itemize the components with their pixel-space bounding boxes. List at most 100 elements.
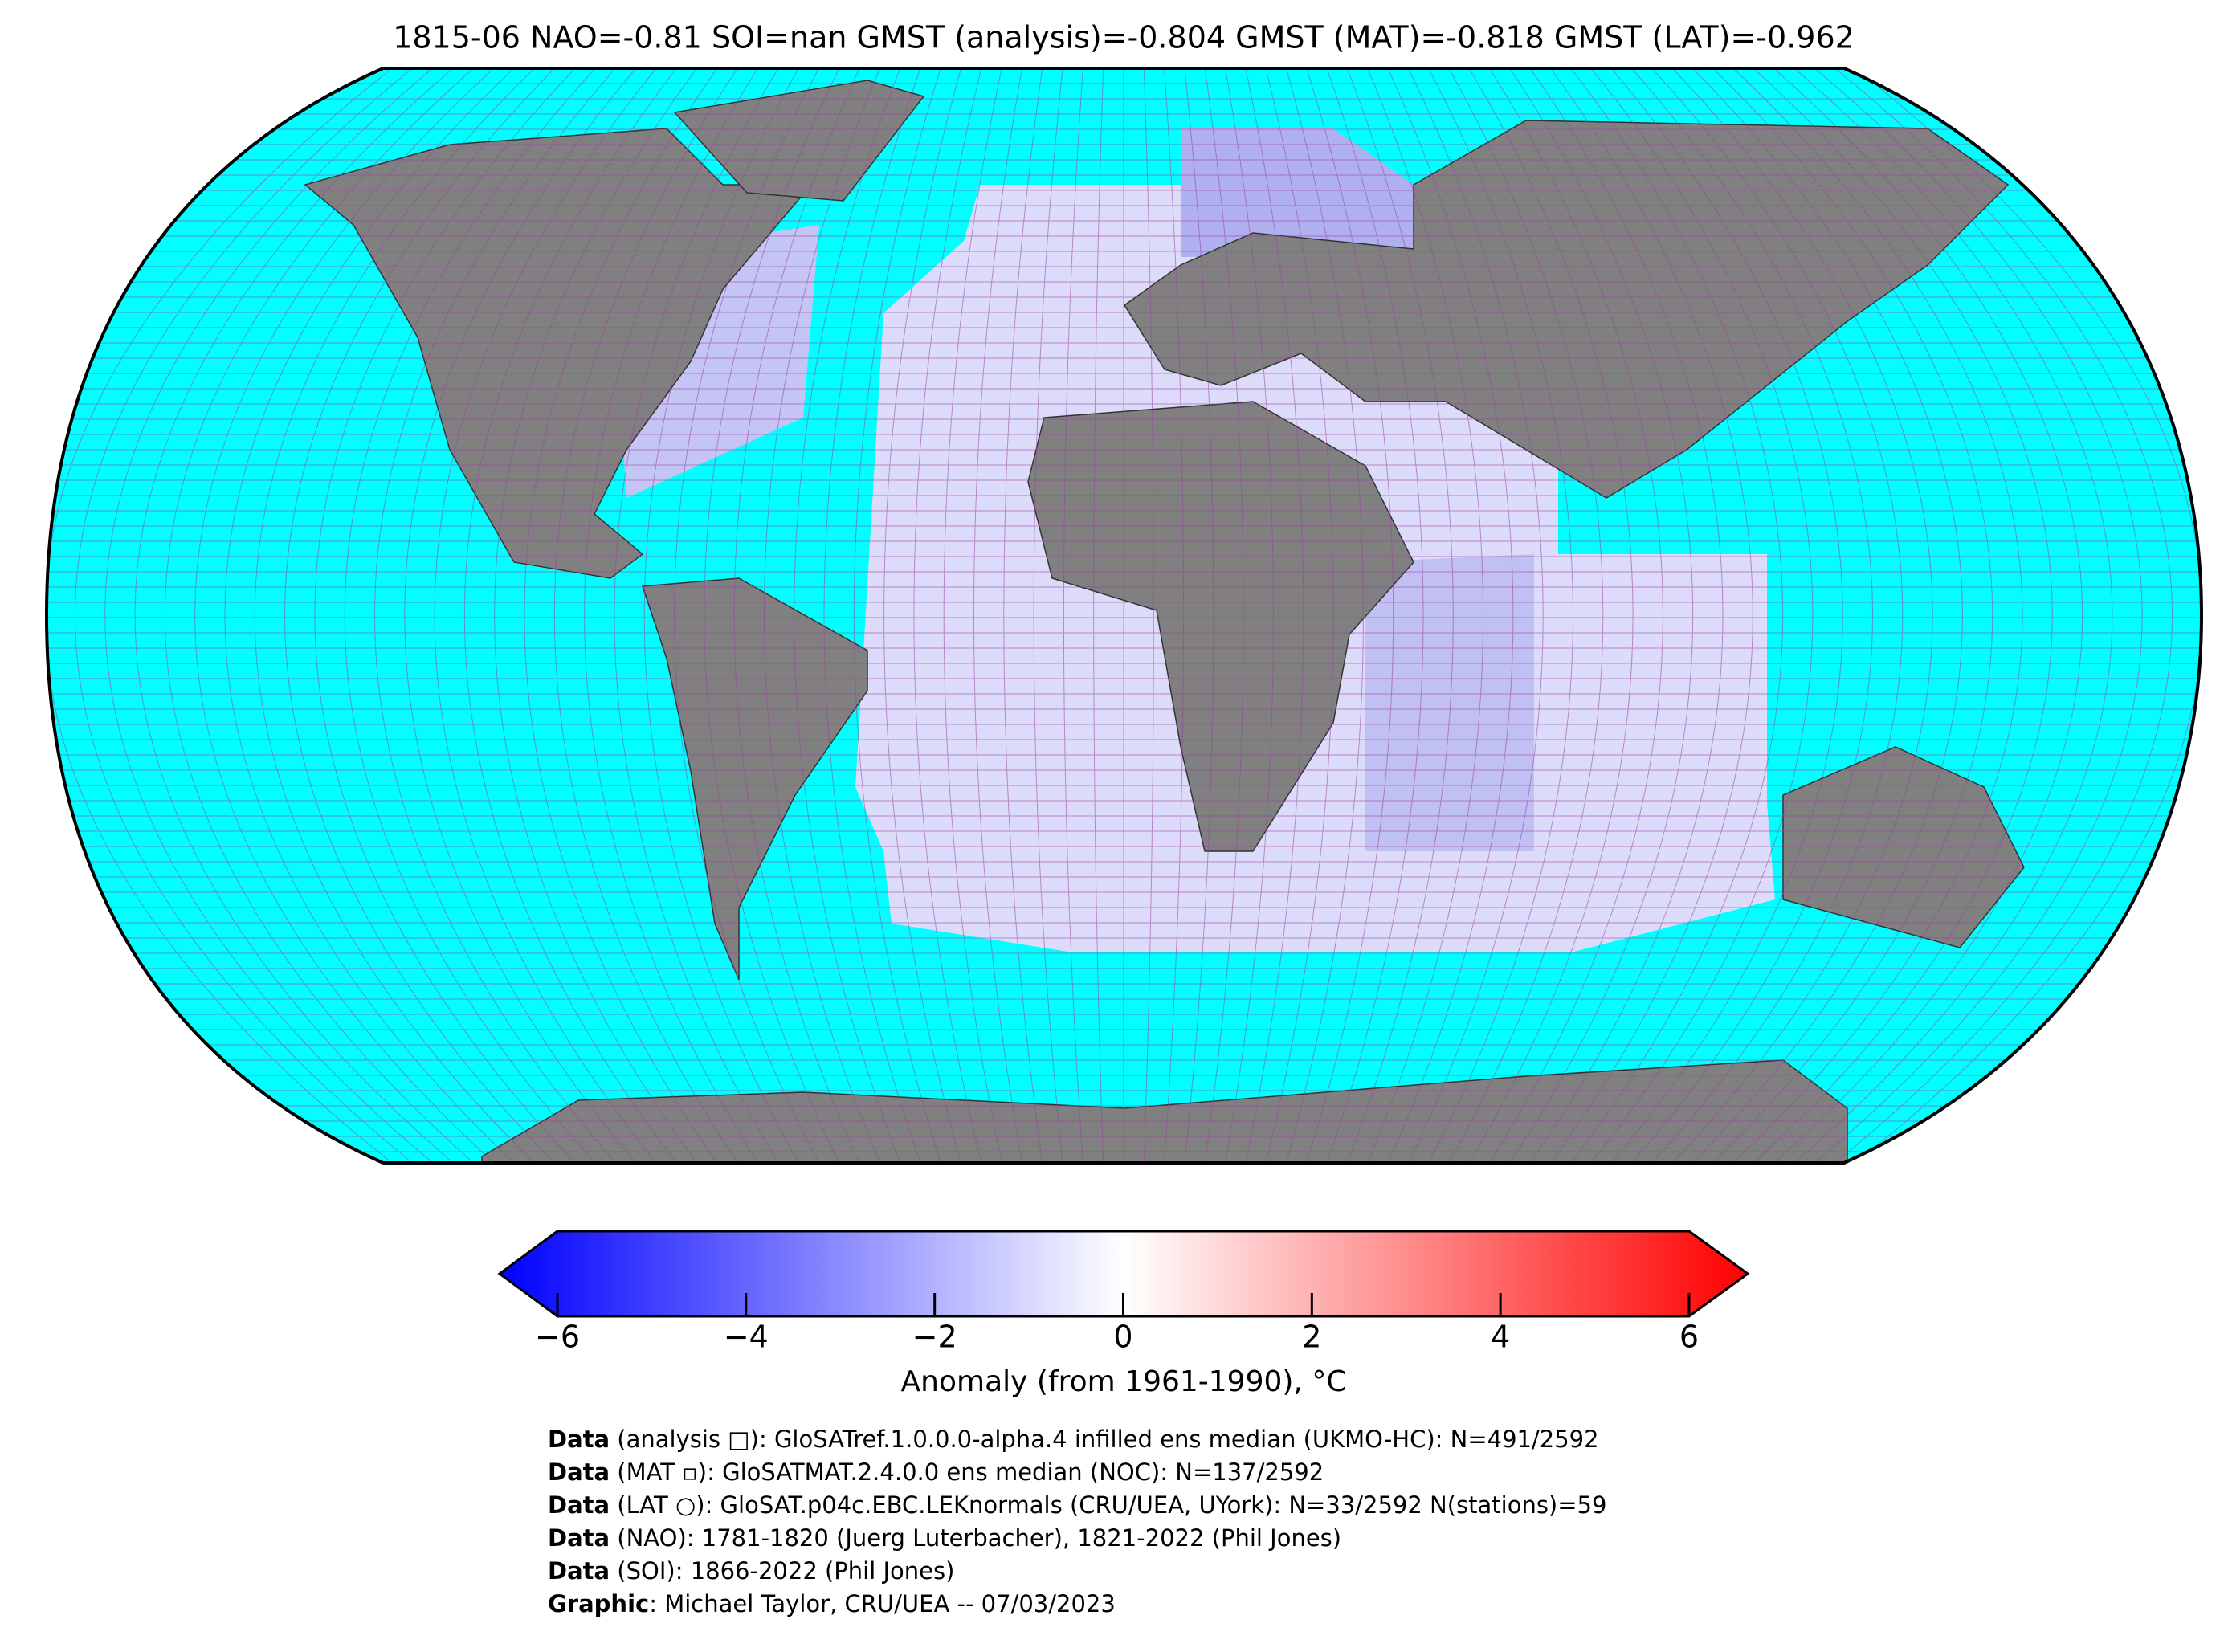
meridian [1063, 68, 1083, 1163]
meridian [1326, 68, 1424, 1163]
map-title: 1815-06 NAO=-0.81 SOI=nan GMST (analysis… [393, 20, 1855, 55]
footer-line: Graphic: Michael Taylor, CRU/UEA -- 07/0… [548, 1590, 1116, 1617]
footer-line: Data (NAO): 1781-1820 (Juerg Luterbacher… [548, 1524, 1341, 1552]
meridian [1306, 68, 1394, 1163]
meridian [314, 68, 576, 1163]
meridian [165, 68, 474, 1163]
meridian [1712, 68, 1993, 1163]
meridian [704, 68, 840, 1163]
meridian [254, 68, 535, 1163]
meridian [1184, 68, 1214, 1163]
meridian [374, 68, 616, 1163]
meridian [1204, 68, 1244, 1163]
tick-label: 6 [1679, 1320, 1699, 1355]
meridian [1671, 68, 1933, 1163]
meridian [104, 68, 434, 1163]
graticule [47, 68, 2202, 1163]
colorbar-label: Anomaly (from 1961-1990), °C [901, 1365, 1347, 1398]
meridian [404, 68, 637, 1163]
meridian [1164, 68, 1185, 1163]
meridian [1773, 68, 2083, 1163]
tick-label: 0 [1113, 1320, 1132, 1355]
footer-bold: Data [548, 1524, 610, 1552]
meridian [883, 68, 962, 1163]
meridian [1407, 68, 1544, 1163]
tick-label: −2 [912, 1320, 957, 1355]
meridian [674, 68, 819, 1163]
meridian [1814, 68, 2143, 1163]
meridian [75, 68, 413, 1163]
footer-bold: Data [548, 1458, 610, 1486]
tick-label: −4 [724, 1320, 769, 1355]
meridian [1570, 68, 1783, 1163]
meridian [1387, 68, 1514, 1163]
meridian [913, 68, 982, 1163]
meridian [1448, 68, 1604, 1163]
footer-bold: Data [548, 1426, 610, 1453]
meridian [1346, 68, 1454, 1163]
meridian [494, 68, 698, 1163]
meridian [823, 68, 921, 1163]
footer-text: (MAT ▫): GloSATMAT.2.4.0.0 ens median (N… [610, 1458, 1324, 1486]
meridian [794, 68, 901, 1163]
meridian [284, 68, 555, 1163]
meridian [1003, 68, 1043, 1163]
meridian [524, 68, 718, 1163]
meridian [464, 68, 677, 1163]
meridian [733, 68, 860, 1163]
meridian [853, 68, 941, 1163]
meridian [1509, 68, 1694, 1163]
meridian [643, 68, 799, 1163]
anomaly-field [1365, 554, 1534, 851]
landmasses [304, 80, 2025, 1163]
footer-text: : Michael Taylor, CRU/UEA -- 07/03/2023 [649, 1590, 1116, 1617]
tick-label: 4 [1491, 1320, 1510, 1355]
meridian [1793, 68, 2113, 1163]
footer-text: (NAO): 1781-1820 (Juerg Luterbacher), 18… [610, 1524, 1341, 1552]
meridian [1590, 68, 1814, 1163]
meridian [224, 68, 515, 1163]
footer-text: (LAT ○): GloSAT.p04c.EBC.LEKnormals (CRU… [610, 1491, 1606, 1519]
meridian [344, 68, 596, 1163]
meridian [1651, 68, 1904, 1163]
footer-bold: Data [548, 1491, 610, 1519]
footer-line: Data (analysis □): GloSATref.1.0.0.0-alp… [548, 1426, 1599, 1453]
meridian [1428, 68, 1573, 1163]
footer-line: Data (LAT ○): GloSAT.p04c.EBC.LEKnormals… [548, 1491, 1606, 1519]
footer-line: Data (MAT ▫): GloSATMAT.2.4.0.0 ens medi… [548, 1458, 1324, 1486]
meridian [1610, 68, 1843, 1163]
meridian [973, 68, 1022, 1163]
meridian [1549, 68, 1753, 1163]
meridian [134, 68, 454, 1163]
map [47, 68, 2202, 1163]
meridian [1143, 68, 1154, 1163]
meridian [1033, 68, 1063, 1163]
meridian [1529, 68, 1724, 1163]
meridian [553, 68, 738, 1163]
meridian [1631, 68, 1873, 1163]
footer-text: (analysis □): GloSATref.1.0.0.0-alpha.4 … [610, 1426, 1598, 1453]
footer: Data (analysis □): GloSATref.1.0.0.0-alp… [548, 1426, 1606, 1617]
meridian [47, 68, 393, 1163]
meridian [1834, 68, 2173, 1163]
meridian [943, 68, 1002, 1163]
meridian [1753, 68, 2053, 1163]
meridian [614, 68, 779, 1163]
meridian [584, 68, 759, 1163]
tick-label: −6 [535, 1320, 580, 1355]
meridian [1285, 68, 1364, 1163]
colorbar-ticks: −6 −4 −2 0 2 4 6 [535, 1293, 1699, 1355]
meridian [194, 68, 495, 1163]
meridian [1468, 68, 1634, 1163]
meridian [1245, 68, 1304, 1163]
tick-label: 2 [1302, 1320, 1321, 1355]
meridian [1225, 68, 1274, 1163]
footer-bold: Data [548, 1557, 610, 1585]
footer-bold: Graphic [548, 1590, 649, 1617]
meridian [434, 68, 657, 1163]
meridian [1855, 68, 2202, 1163]
footer-line: Data (SOI): 1866-2022 (Phil Jones) [548, 1557, 954, 1585]
anomaly-field [1181, 128, 1414, 257]
footer-text: (SOI): 1866-2022 (Phil Jones) [610, 1557, 954, 1585]
